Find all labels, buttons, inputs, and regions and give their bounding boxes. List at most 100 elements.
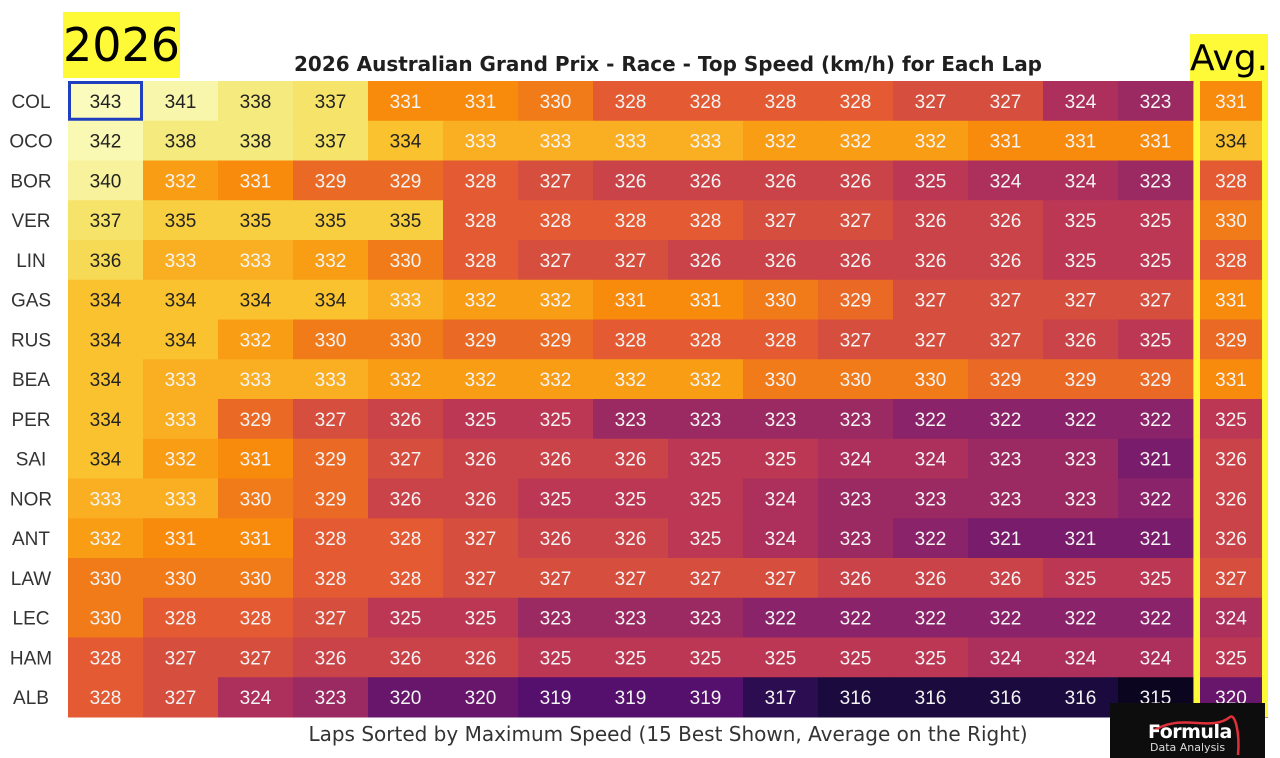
heatmap-cell [1043, 200, 1119, 241]
heatmap-cell [743, 240, 819, 281]
average-value-label: 325 [1215, 648, 1247, 669]
heatmap-cell [293, 637, 369, 678]
heatmap-cell [143, 359, 219, 400]
cell-value-label: 324 [765, 489, 797, 510]
heatmap-cell [293, 120, 369, 161]
cell-value-label: 334 [165, 291, 197, 312]
heatmap-cell [818, 677, 894, 718]
heatmap-cell [68, 637, 144, 678]
cell-value-label: 337 [315, 92, 347, 113]
heatmap-cell [1118, 558, 1194, 599]
average-cell [1194, 558, 1268, 599]
cell-value-label: 330 [765, 291, 797, 312]
cell-value-label: 325 [915, 171, 947, 192]
cell-value-label: 330 [765, 370, 797, 391]
heatmap-cell [518, 399, 594, 440]
cell-value-label: 325 [1140, 211, 1172, 232]
average-cell [1194, 518, 1268, 559]
cell-value-label: 327 [765, 211, 797, 232]
cell-value-label: 323 [990, 489, 1022, 510]
cell-value-label: 328 [465, 251, 497, 272]
cell-value-label: 331 [165, 529, 197, 550]
cell-value-label: 329 [1140, 370, 1172, 391]
x-axis-label: Laps Sorted by Maximum Speed (15 Best Sh… [308, 722, 1028, 746]
cell-value-label: 328 [165, 609, 197, 630]
cell-value-label: 337 [315, 132, 347, 153]
cell-value-label: 329 [465, 330, 497, 351]
average-cell [1194, 279, 1268, 320]
year-badge: 2026 [63, 12, 180, 78]
heatmap-cell [668, 279, 744, 320]
heatmap-cell [818, 359, 894, 400]
heatmap-cell [218, 518, 294, 559]
cell-value-label: 326 [390, 648, 422, 669]
cell-value-label: 325 [465, 609, 497, 630]
cell-value-label: 322 [1065, 410, 1097, 431]
heatmap-cell [593, 677, 669, 718]
heatmap-cell [593, 279, 669, 320]
heatmap-cell [968, 558, 1044, 599]
heatmap-cell [1043, 160, 1119, 201]
cell-value-label: 326 [465, 450, 497, 471]
heatmap-cell [68, 81, 144, 122]
heatmap-cell [668, 597, 744, 638]
cell-value-label: 334 [90, 410, 122, 431]
heatmap-cell [818, 637, 894, 678]
cell-value-label: 331 [690, 291, 722, 312]
heatmap-cell [893, 518, 969, 559]
heatmap-cell [293, 359, 369, 400]
cell-value-label: 328 [690, 211, 722, 232]
cell-value-label: 328 [615, 330, 647, 351]
heatmap-cell [443, 240, 519, 281]
heatmap-cell [1043, 319, 1119, 360]
heatmap-cell [968, 478, 1044, 519]
heatmap-cell [518, 677, 594, 718]
heatmap-cell [893, 597, 969, 638]
heatmap-cell [1043, 478, 1119, 519]
cell-value-label: 332 [165, 450, 197, 471]
cell-value-label: 328 [390, 569, 422, 590]
cell-value-label: 334 [90, 291, 122, 312]
average-value-label: 331 [1215, 92, 1247, 113]
heatmap-cell [968, 319, 1044, 360]
heatmap-cell [143, 240, 219, 281]
cell-value-label: 329 [315, 450, 347, 471]
heatmap-cell [68, 518, 144, 559]
cell-value-label: 322 [990, 410, 1022, 431]
cell-value-label: 327 [465, 529, 497, 550]
cell-value-label: 330 [90, 609, 122, 630]
cell-value-label: 327 [615, 251, 647, 272]
cell-value-label: 333 [465, 132, 497, 153]
cell-value-label: 332 [90, 529, 122, 550]
cell-value-label: 322 [1140, 410, 1172, 431]
cell-value-label: 323 [840, 410, 872, 431]
heatmap-cell [968, 160, 1044, 201]
heatmap-cell [518, 637, 594, 678]
cell-value-label: 321 [1140, 529, 1172, 550]
heatmap-cell [368, 558, 444, 599]
heatmap-cell [143, 478, 219, 519]
cell-value-label: 327 [840, 330, 872, 351]
average-value-label: 326 [1215, 450, 1247, 471]
heatmap-cell [143, 319, 219, 360]
logo-subtitle: Data Analysis [1150, 741, 1226, 754]
cell-value-label: 330 [240, 489, 272, 510]
heatmap-cell [143, 597, 219, 638]
heatmap-cell [668, 200, 744, 241]
heatmap-cell [368, 438, 444, 479]
cell-value-label: 326 [540, 450, 572, 471]
cell-value-label: 327 [315, 410, 347, 431]
cell-value-label: 327 [690, 569, 722, 590]
cell-value-label: 326 [690, 171, 722, 192]
heatmap-cell [293, 438, 369, 479]
cell-value-label: 330 [90, 569, 122, 590]
cell-value-label: 340 [90, 171, 122, 192]
y-tick-label: COL [11, 92, 50, 113]
cell-value-label: 328 [390, 529, 422, 550]
heatmap-cell [68, 399, 144, 440]
cell-value-label: 323 [1065, 450, 1097, 471]
heatmap-cell [593, 518, 669, 559]
heatmap-cell [518, 558, 594, 599]
heatmap-cell [893, 558, 969, 599]
cell-value-label: 325 [1065, 211, 1097, 232]
